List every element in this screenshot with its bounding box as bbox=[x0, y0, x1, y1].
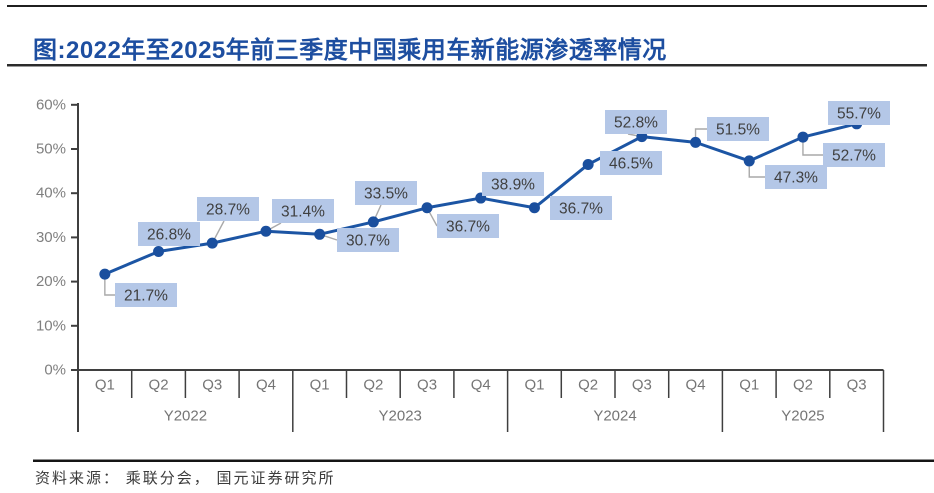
data-point-marker bbox=[421, 202, 433, 214]
y-axis-tick-label: 40% bbox=[36, 185, 66, 202]
footer-divider bbox=[33, 459, 934, 462]
data-label-value: 55.7% bbox=[837, 106, 881, 123]
data-label-box bbox=[355, 181, 417, 205]
data-label-value: 26.8% bbox=[147, 227, 191, 244]
data-label-box bbox=[707, 117, 769, 141]
data-label-box bbox=[828, 101, 890, 125]
y-axis-tick-label: 30% bbox=[36, 229, 66, 246]
x-axis-year-label: Y2023 bbox=[379, 408, 422, 425]
data-label-value: 51.5% bbox=[716, 122, 760, 139]
data-point-marker bbox=[367, 216, 379, 228]
x-axis-year-label: Y2024 bbox=[593, 408, 636, 425]
y-axis-tick-label: 20% bbox=[36, 273, 66, 290]
x-axis-quarter-label: Q4 bbox=[256, 377, 276, 394]
data-label-value: 36.7% bbox=[559, 201, 603, 218]
x-axis-quarter-label: Q2 bbox=[149, 377, 169, 394]
data-label-box bbox=[337, 228, 399, 252]
data-source-note: 资料来源： 乘联分会， 国元证券研究所 bbox=[35, 471, 336, 487]
data-point-marker bbox=[99, 268, 111, 280]
data-point-marker bbox=[260, 225, 272, 237]
axis-group: 0% 10% 20% 30% 40% 50% 60% Q1 Q2 Q3 Q4 Q1 Q2 Q3 Q4 Q1 Q2… bbox=[36, 96, 885, 432]
data-label-box bbox=[550, 196, 612, 220]
data-label-value: 21.7% bbox=[124, 288, 168, 305]
data-point-marker bbox=[206, 237, 218, 249]
data-label-box bbox=[482, 172, 544, 196]
x-axis-quarter-label: Q3 bbox=[417, 377, 437, 394]
data-label-value: 38.9% bbox=[491, 177, 535, 194]
data-label-box bbox=[605, 110, 667, 134]
nev-penetration-chart: 0% 10% 20% 30% 40% 50% 60% Q1 Q2 Q3 Q4 Q1 Q2 Q3 Q4 Q1 Q2… bbox=[36, 96, 890, 432]
x-axis-quarter-label: Q1 bbox=[524, 377, 544, 394]
data-label-box bbox=[823, 143, 885, 167]
y-axis-tick-label: 10% bbox=[36, 317, 66, 334]
x-axis-year-label: Y2022 bbox=[164, 408, 207, 425]
data-point-marker bbox=[797, 131, 809, 143]
x-axis-year-label: Y2025 bbox=[781, 408, 824, 425]
x-axis-quarter-label: Q1 bbox=[739, 377, 759, 394]
x-axis-quarter-label: Q3 bbox=[632, 377, 652, 394]
data-label-value: 46.5% bbox=[609, 156, 653, 173]
data-label-value: 31.4% bbox=[281, 204, 325, 221]
data-point-marker bbox=[314, 228, 326, 240]
x-axis-quarter-label: Q3 bbox=[847, 377, 867, 394]
x-axis-quarter-label: Q1 bbox=[310, 377, 330, 394]
data-labels: 21.7% 26.8% 28.7% 31.4% 30.7% 33.5% 36.7% 38.9%… bbox=[115, 101, 890, 307]
data-point-marker bbox=[528, 202, 540, 214]
data-label-value: 28.7% bbox=[206, 202, 250, 219]
data-label-box bbox=[138, 222, 200, 246]
x-axis-quarter-label: Q2 bbox=[363, 377, 383, 394]
data-label-box bbox=[437, 214, 499, 238]
data-point-marker bbox=[153, 246, 165, 258]
y-axis-tick-label: 0% bbox=[44, 362, 66, 379]
x-axis-quarter-label: Q3 bbox=[202, 377, 222, 394]
data-point-marker bbox=[690, 136, 702, 148]
line-chart-canvas: 0% 10% 20% 30% 40% 50% 60% Q1 Q2 Q3 Q4 Q1 Q2 Q3 Q4 Q1 Q2… bbox=[36, 96, 890, 432]
title-divider bbox=[7, 64, 927, 67]
top-divider bbox=[7, 5, 927, 7]
data-point-marker bbox=[582, 158, 594, 170]
x-axis-quarter-label: Q2 bbox=[578, 377, 598, 394]
y-axis-tick-label: 50% bbox=[36, 141, 66, 158]
x-axis-quarter-label: Q4 bbox=[686, 377, 706, 394]
data-label-value: 36.7% bbox=[446, 219, 490, 236]
x-axis-quarter-label: Q1 bbox=[95, 377, 115, 394]
data-label-box bbox=[197, 197, 259, 221]
data-label-box bbox=[600, 151, 662, 175]
y-axis-tick-label: 60% bbox=[36, 96, 66, 113]
x-axis-quarter-label: Q2 bbox=[793, 377, 813, 394]
data-label-box bbox=[765, 165, 827, 189]
data-label-value: 52.8% bbox=[614, 115, 658, 132]
data-label-value: 52.7% bbox=[832, 148, 876, 165]
data-label-box bbox=[115, 283, 177, 307]
data-point-marker bbox=[743, 155, 755, 167]
page-title: 图:2022年至2025年前三季度中国乘用车新能源渗透率情况 bbox=[33, 37, 667, 64]
data-label-value: 33.5% bbox=[364, 186, 408, 203]
data-label-value: 30.7% bbox=[346, 233, 390, 250]
data-label-box bbox=[272, 199, 334, 223]
x-axis-quarter-label: Q4 bbox=[471, 377, 491, 394]
data-label-value: 47.3% bbox=[774, 170, 818, 187]
